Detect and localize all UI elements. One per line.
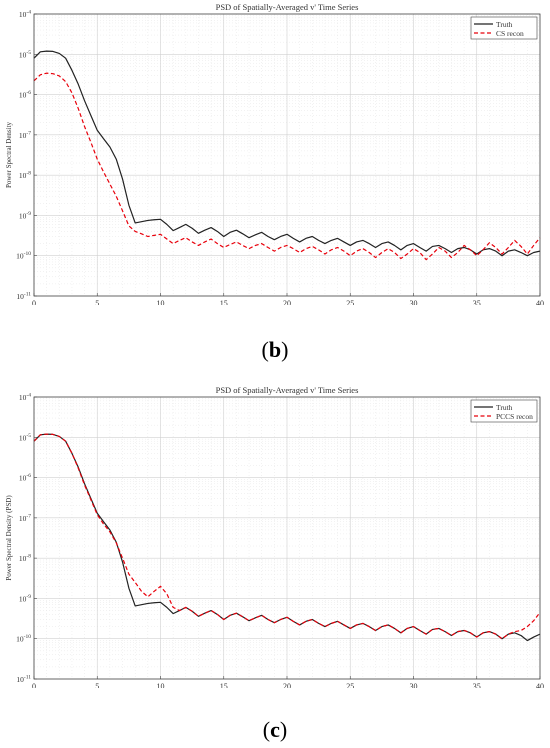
b-x-tick-label: 25 xyxy=(346,299,354,305)
panel-label-b: (b) xyxy=(261,337,289,362)
b-legend-label-0: Truth xyxy=(496,20,513,29)
c-x-tick-label: 20 xyxy=(283,682,291,688)
c-y-tick-label: 10-6 xyxy=(19,473,31,483)
c-x-tick-label: 40 xyxy=(536,682,544,688)
b-x-tick-label: 20 xyxy=(283,299,291,305)
c-x-tick-label: 30 xyxy=(410,682,418,688)
b-y-tick-label: 10-6 xyxy=(19,90,31,100)
c-legend-label-0: Truth xyxy=(496,403,513,412)
c-x-tick-label: 15 xyxy=(220,682,228,688)
c-y-tick-label: 10-4 xyxy=(19,393,31,403)
b-y-axis-label: Power Spectral Density xyxy=(5,121,13,188)
c-y-tick-label: 10-7 xyxy=(19,513,31,523)
b-y-tick-label: 10-7 xyxy=(19,130,31,140)
c-y-tick-label: 10-11 xyxy=(16,675,31,685)
c-x-tick-label: 10 xyxy=(157,682,165,688)
c-y-tick-label: 10-9 xyxy=(19,594,31,604)
panel-label-b-letter: b xyxy=(268,337,282,362)
b-x-tick-label: 40 xyxy=(536,299,544,305)
c-y-axis-label: Power Spectral Density (PSD) xyxy=(5,495,13,581)
b-x-tick-label: 5 xyxy=(95,299,99,305)
b-y-tick-label: 10-8 xyxy=(19,171,31,181)
c-y-tick-label: 10-8 xyxy=(19,554,31,564)
c-chart-title: PSD of Spatially-Averaged v' Time Series xyxy=(216,385,359,395)
psd-chart-c: 0 5 10 15 20 25 30 35 40 10-11 10-10 10-9 10-8 10-7 10… xyxy=(5,385,544,688)
c-y-tick-label: 10-10 xyxy=(16,634,31,644)
b-y-tick-label: 10-4 xyxy=(19,10,31,20)
b-series-line-1 xyxy=(33,72,541,261)
b-y-tick-label: 10-5 xyxy=(19,50,31,60)
chart-panel-b: 0 5 10 15 20 25 30 35 40 10-11 10-10 10-9 10-8 10-7 10… xyxy=(0,0,550,305)
c-y-tick-label: 10-5 xyxy=(19,433,31,443)
psd-chart-b: 0 5 10 15 20 25 30 35 40 10-11 10-10 10-9 10-8 10-7 10… xyxy=(5,2,544,305)
b-chart-title: PSD of Spatially-Averaged v' Time Series xyxy=(216,2,359,12)
b-x-tick-label: 0 xyxy=(32,299,36,305)
c-legend-label-1: PCCS recon xyxy=(496,412,533,421)
c-x-tick-label: 0 xyxy=(32,682,36,688)
b-x-tick-label: 15 xyxy=(220,299,228,305)
c-x-tick-label: 25 xyxy=(346,682,354,688)
c-series-line-1 xyxy=(33,433,541,640)
b-y-tick-label: 10-9 xyxy=(19,211,31,221)
chart-panel-c: 0 5 10 15 20 25 30 35 40 10-11 10-10 10-9 10-8 10-7 10… xyxy=(0,383,550,688)
c-x-tick-label: 35 xyxy=(473,682,481,688)
b-y-tick-label: 10-11 xyxy=(16,292,31,302)
b-x-tick-label: 10 xyxy=(157,299,165,305)
c-x-tick-label: 5 xyxy=(95,682,99,688)
panel-label-c-letter: c xyxy=(270,717,280,742)
b-x-tick-label: 30 xyxy=(410,299,418,305)
b-series-line-0 xyxy=(33,50,541,257)
b-legend-label-1: CS recon xyxy=(496,29,524,38)
b-y-tick-label: 10-10 xyxy=(16,251,31,261)
panel-label-c: (c) xyxy=(262,717,288,742)
b-x-tick-label: 35 xyxy=(473,299,481,305)
